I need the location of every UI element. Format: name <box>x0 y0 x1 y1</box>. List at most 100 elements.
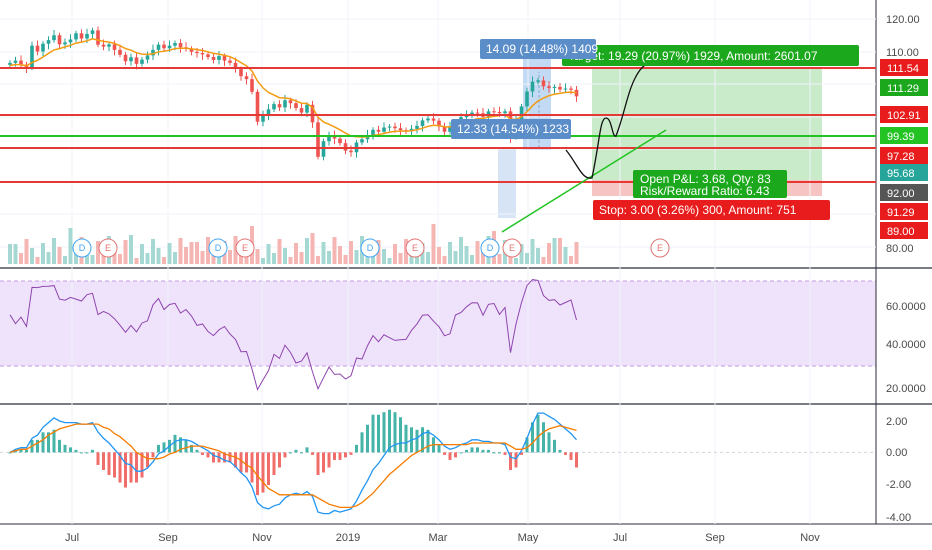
macd-histogram-bar <box>25 449 28 453</box>
event-marker-circle <box>98 238 118 258</box>
measure-top-label-bg[interactable] <box>480 39 596 59</box>
candle-body <box>68 39 73 43</box>
volume-bar <box>453 251 458 264</box>
macd-histogram-bar <box>426 429 430 453</box>
candle-body <box>503 111 507 114</box>
price-tag-label: 97.28 <box>887 151 915 163</box>
price-tag[interactable] <box>880 59 928 76</box>
dividend-marker[interactable]: D <box>360 238 380 258</box>
volume-bar <box>574 242 579 264</box>
stop-label[interactable]: Stop: 3.00 (3.26%) 300, Amount: 751 <box>599 203 797 217</box>
macd-tick-label: 0.00 <box>886 447 907 459</box>
macd-histogram-bar <box>487 449 490 453</box>
earnings-marker[interactable]: E <box>235 238 255 258</box>
macd-histogram-bar <box>223 452 226 463</box>
macd-histogram-bar <box>366 424 369 453</box>
macd-histogram-bar <box>569 452 573 460</box>
earnings-marker[interactable]: E <box>650 238 670 258</box>
open-pl-label[interactable]: Open P&L: 3.68, Qty: 83 <box>640 172 771 186</box>
price-tag-label: 111.29 <box>887 83 919 95</box>
candle-body <box>398 128 403 131</box>
macd-histogram-bar <box>338 452 342 460</box>
pl-label-bg[interactable] <box>633 170 787 198</box>
dividend-marker[interactable]: D <box>72 238 92 258</box>
event-marker-label: E <box>242 243 248 253</box>
macd-histogram-bar <box>564 452 567 455</box>
macd-histogram-bar <box>476 447 479 453</box>
candle-body <box>123 54 128 62</box>
candle-body <box>310 104 315 123</box>
macd-histogram-bar <box>278 452 281 468</box>
macd-histogram-bar <box>272 452 276 476</box>
volume-bar <box>354 250 359 264</box>
event-marker-label: D <box>487 243 494 253</box>
volume-bar <box>316 256 320 264</box>
macd-histogram-bar <box>536 414 540 453</box>
dividend-marker[interactable]: D <box>208 238 228 258</box>
price-tag[interactable] <box>880 127 928 144</box>
candle-body <box>492 111 496 113</box>
candle-body <box>475 112 480 114</box>
candle-body <box>464 115 469 118</box>
earnings-marker[interactable]: E <box>405 238 425 258</box>
price-tag[interactable] <box>880 203 928 220</box>
measure-mid-label-bg[interactable] <box>451 119 571 139</box>
measure-mid-label[interactable]: 12.33 (14.54%) 1233 <box>457 122 569 136</box>
candle-body <box>360 139 364 143</box>
candle-body <box>426 118 430 121</box>
measure-top-label[interactable]: 14.09 (14.48%) 1409 <box>486 42 598 56</box>
event-marker-circle <box>480 238 500 258</box>
macd-histogram-bar <box>195 449 199 453</box>
price-tag[interactable] <box>880 106 928 123</box>
price-tag[interactable] <box>880 184 928 201</box>
macd-histogram-bar <box>558 449 562 453</box>
earnings-marker[interactable]: E <box>98 238 118 258</box>
macd-histogram-bar <box>470 447 474 453</box>
time-tick-label: 2019 <box>336 532 360 544</box>
candle-body <box>525 91 529 107</box>
target-label-bg[interactable] <box>562 45 859 66</box>
macd-histogram-bar <box>85 452 89 454</box>
macd-histogram-bar <box>113 452 116 478</box>
volume-bar <box>233 236 238 264</box>
earnings-marker[interactable]: E <box>502 238 522 258</box>
axes: 120.00110.00100.0090.0080.00111.54111.29… <box>65 14 928 544</box>
volume-bar <box>151 239 155 264</box>
dividend-marker[interactable]: D <box>480 238 500 258</box>
trend-line[interactable] <box>501 129 667 233</box>
volume-bar <box>569 256 573 264</box>
volume-bar <box>514 258 518 264</box>
risk-reward-label[interactable]: Risk/Reward Ratio: 6.43 <box>640 184 770 198</box>
candle-body <box>96 30 100 45</box>
volume-bar <box>448 242 452 264</box>
volume-bar <box>283 248 287 264</box>
macd-histogram-bar <box>404 424 408 453</box>
macd-histogram-bar <box>41 432 45 453</box>
target-label[interactable]: Target: 19.29 (20.97%) 1929, Amount: 260… <box>568 49 818 63</box>
macd-histogram-bar <box>129 452 133 483</box>
macd-histogram-bar <box>443 452 446 455</box>
volume-bar <box>398 253 403 264</box>
macd-histogram-bar <box>52 429 56 453</box>
macd-histogram-bar <box>151 452 155 458</box>
price-tag[interactable] <box>880 147 928 164</box>
macd-histogram-bar <box>355 444 358 453</box>
macd-histogram-bar <box>344 452 347 458</box>
projected-path[interactable] <box>565 55 659 179</box>
candle-body <box>387 126 392 128</box>
volume-bar <box>382 249 386 264</box>
target-zone[interactable] <box>592 67 822 180</box>
macd-tick-label: -4.00 <box>886 512 911 524</box>
volume-bar <box>101 250 106 264</box>
volume-bar <box>272 253 276 264</box>
candle-body <box>305 104 309 113</box>
macd-histogram-bar <box>96 452 100 465</box>
price-tag[interactable] <box>880 164 928 181</box>
price-tag[interactable] <box>880 222 928 239</box>
volume-bar <box>140 244 144 264</box>
moving-average <box>9 38 577 138</box>
stop-label-bg[interactable] <box>593 200 830 220</box>
price-tag[interactable] <box>880 79 928 96</box>
